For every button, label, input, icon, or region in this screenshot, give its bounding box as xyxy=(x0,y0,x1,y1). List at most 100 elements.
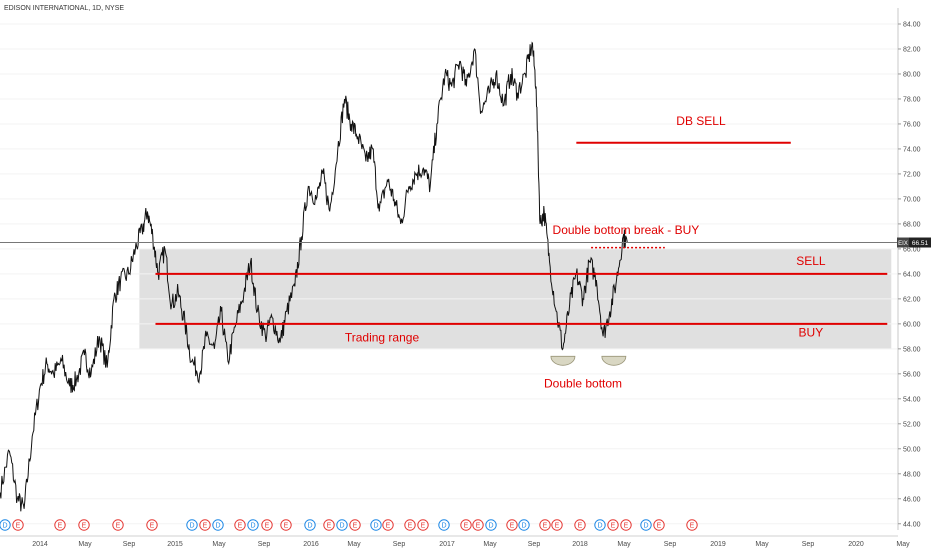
last-price-label: 66.51 xyxy=(912,240,929,247)
event-badge-18[interactable] xyxy=(382,519,394,531)
event-badge-label-17: D xyxy=(373,523,378,530)
event-badge-14[interactable] xyxy=(323,519,335,531)
event-badge-20[interactable] xyxy=(417,519,429,531)
event-badge-25[interactable] xyxy=(506,519,518,531)
event-badge-26[interactable] xyxy=(518,519,530,531)
x-tick-label-19: May xyxy=(896,541,910,548)
x-tick-label-18: 2020 xyxy=(848,541,864,548)
event-badge-2[interactable] xyxy=(54,519,66,531)
y-tick-label-13: 70.00 xyxy=(903,196,921,203)
event-badge-23[interactable] xyxy=(472,519,484,531)
event-badge-label-4: E xyxy=(116,523,121,530)
x-tick-label-3: 2015 xyxy=(167,541,183,548)
event-badge-label-12: E xyxy=(284,523,289,530)
event-badge-12[interactable] xyxy=(280,519,292,531)
symbol-label: EIX xyxy=(898,241,908,247)
event-badge-8[interactable] xyxy=(212,519,224,531)
event-badge-label-23: E xyxy=(476,523,481,530)
x-tick-label-2: Sep xyxy=(123,541,136,548)
event-badge-11[interactable] xyxy=(261,519,273,531)
event-badge-19[interactable] xyxy=(404,519,416,531)
event-badge-16[interactable] xyxy=(349,519,361,531)
double-bottom-marks xyxy=(550,355,627,366)
y-tick-label-12: 68.00 xyxy=(903,221,921,228)
event-badge-label-20: E xyxy=(421,523,426,530)
annotation-label-4: BUY xyxy=(799,325,824,339)
event-badge-label-21: D xyxy=(441,523,446,530)
event-badge-24[interactable] xyxy=(485,519,497,531)
event-badge-label-29: E xyxy=(578,523,583,530)
event-badge-label-15: D xyxy=(339,523,344,530)
event-badge-label-27: E xyxy=(543,523,548,530)
last-price-tag[interactable] xyxy=(909,237,931,248)
event-badge-label-6: D xyxy=(189,523,194,530)
double-bottom-mark-1 xyxy=(601,355,627,366)
event-badge-3[interactable] xyxy=(78,519,90,531)
y-axis[interactable]: 44.00 46.00 48.00 50.00 52.00 54.00 56.00 58.00… xyxy=(897,8,931,530)
event-badge-label-22: E xyxy=(464,523,469,530)
x-tick-label-8: Sep xyxy=(393,541,406,548)
event-badge-6[interactable] xyxy=(186,519,198,531)
event-badge-35[interactable] xyxy=(686,519,698,531)
y-tick-label-4: 52.00 xyxy=(903,421,921,428)
event-badge-22[interactable] xyxy=(460,519,472,531)
event-badge-label-26: D xyxy=(521,523,526,530)
event-badge-13[interactable] xyxy=(304,519,316,531)
event-badge-7[interactable] xyxy=(199,519,211,531)
event-badge-5[interactable] xyxy=(146,519,158,531)
annotation-label-0: DB SELL xyxy=(676,114,726,128)
event-badge-15[interactable] xyxy=(336,519,348,531)
annotation-label-1: Double bottom break - BUY xyxy=(553,223,700,237)
event-badge-33[interactable] xyxy=(640,519,652,531)
symbol-tag[interactable] xyxy=(897,237,909,248)
price-line[interactable] xyxy=(0,41,628,512)
x-tick-label-9: 2017 xyxy=(439,541,455,548)
annotation-lines[interactable] xyxy=(155,141,888,325)
x-tick-label-5: Sep xyxy=(258,541,271,548)
y-tick-label-5: 54.00 xyxy=(903,396,921,403)
event-badge-label-16: E xyxy=(353,523,358,530)
y-tick-label-6: 56.00 xyxy=(903,371,921,378)
event-badge-28[interactable] xyxy=(551,519,563,531)
event-badge-0[interactable] xyxy=(0,519,11,531)
y-tick-label-11: 66.00 xyxy=(903,246,921,253)
event-badge-label-14: E xyxy=(327,523,332,530)
event-badge-label-28: E xyxy=(555,523,560,530)
y-tick-label-7: 58.00 xyxy=(903,346,921,353)
x-tick-label-13: May xyxy=(617,541,631,548)
event-badge-32[interactable] xyxy=(620,519,632,531)
event-badge-17[interactable] xyxy=(370,519,382,531)
event-badge-label-32: E xyxy=(624,523,629,530)
y-tick-label-19: 82.00 xyxy=(903,46,921,53)
y-tick-label-9: 62.00 xyxy=(903,296,921,303)
chart-title: EDISON INTERNATIONAL, 1D, NYSE xyxy=(4,5,124,12)
price-series[interactable] xyxy=(0,41,898,512)
event-badge-31[interactable] xyxy=(607,519,619,531)
event-badge-34[interactable] xyxy=(653,519,665,531)
event-badge-4[interactable] xyxy=(112,519,124,531)
event-badge-label-35: E xyxy=(690,523,695,530)
y-tick-label-20: 84.00 xyxy=(903,21,921,28)
event-badge-21[interactable] xyxy=(438,519,450,531)
event-badge-27[interactable] xyxy=(539,519,551,531)
x-tick-label-7: May xyxy=(347,541,361,548)
event-badge-label-5: E xyxy=(150,523,155,530)
event-badge-label-3: E xyxy=(82,523,87,530)
event-badge-label-31: E xyxy=(611,523,616,530)
event-badge-label-34: E xyxy=(657,523,662,530)
event-badge-1[interactable] xyxy=(12,519,24,531)
event-badge-label-13: D xyxy=(307,523,312,530)
event-badge-label-33: D xyxy=(643,523,648,530)
event-badge-label-25: E xyxy=(510,523,515,530)
x-tick-label-12: 2018 xyxy=(572,541,588,548)
event-badge-30[interactable] xyxy=(594,519,606,531)
event-badge-9[interactable] xyxy=(234,519,246,531)
event-badge-label-10: D xyxy=(250,523,255,530)
y-tick-label-2: 48.00 xyxy=(903,471,921,478)
event-badge-10[interactable] xyxy=(247,519,259,531)
event-badge-29[interactable] xyxy=(574,519,586,531)
event-badge-label-8: D xyxy=(215,523,220,530)
x-axis[interactable]: 2014 May Sep 2015 May Sep 2016 May Sep 2017 May Sep… xyxy=(0,535,910,548)
